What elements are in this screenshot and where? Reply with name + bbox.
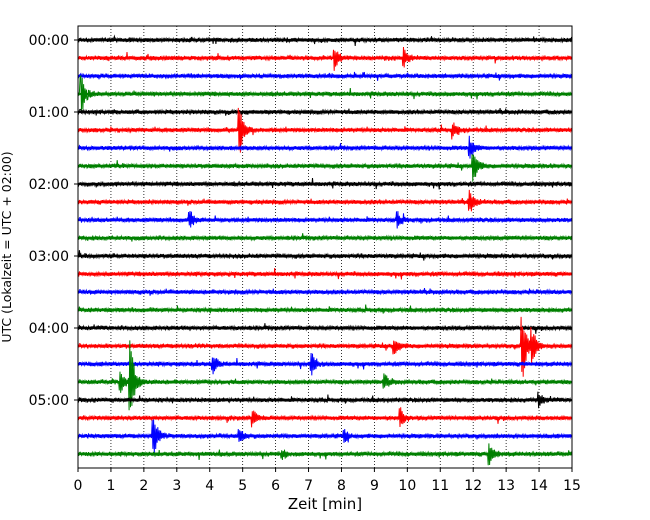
plot-frame — [77, 25, 573, 469]
x-tick-label: 5 — [238, 478, 247, 494]
x-tick-label: 11 — [431, 478, 449, 494]
x-tick-label: 3 — [172, 478, 181, 494]
y-tick-label: 03:00 — [29, 249, 69, 265]
x-tick-label: 13 — [497, 478, 515, 494]
x-tick-label: 10 — [398, 478, 416, 494]
x-axis-label: Zeit [min] — [288, 495, 362, 513]
x-tick-label: 9 — [370, 478, 379, 494]
x-tick-label: 0 — [74, 478, 83, 494]
y-axis-ticks: 00:00 01:00 02:00 03:00 04:00 05:00 — [29, 33, 78, 409]
y-tick-label: 01:00 — [29, 105, 69, 121]
x-tick-label: 8 — [337, 478, 346, 494]
x-tick-label: 14 — [530, 478, 548, 494]
x-axis-ticks: 0 1 2 3 4 5 6 7 8 9 10 11 12 13 14 15 — [74, 468, 581, 494]
x-tick-label: 4 — [205, 478, 214, 494]
x-tick-label: 7 — [304, 478, 313, 494]
x-tick-label: 1 — [106, 478, 115, 494]
y-tick-label: 02:00 — [29, 177, 69, 193]
trace-9 — [77, 189, 572, 212]
x-tick-label: 6 — [271, 478, 280, 494]
x-tick-label: 15 — [563, 478, 581, 494]
y-tick-label: 00:00 — [29, 33, 69, 49]
trace-7 — [77, 154, 572, 182]
x-tick-label: 12 — [464, 478, 482, 494]
y-tick-label: 04:00 — [29, 321, 69, 337]
y-tick-label: 05:00 — [29, 393, 69, 409]
seismic-traces — [77, 34, 572, 466]
x-tick-label: 2 — [139, 478, 148, 494]
y-axis-label: UTC (Lokalzeit = UTC + 02:00) — [0, 151, 14, 342]
